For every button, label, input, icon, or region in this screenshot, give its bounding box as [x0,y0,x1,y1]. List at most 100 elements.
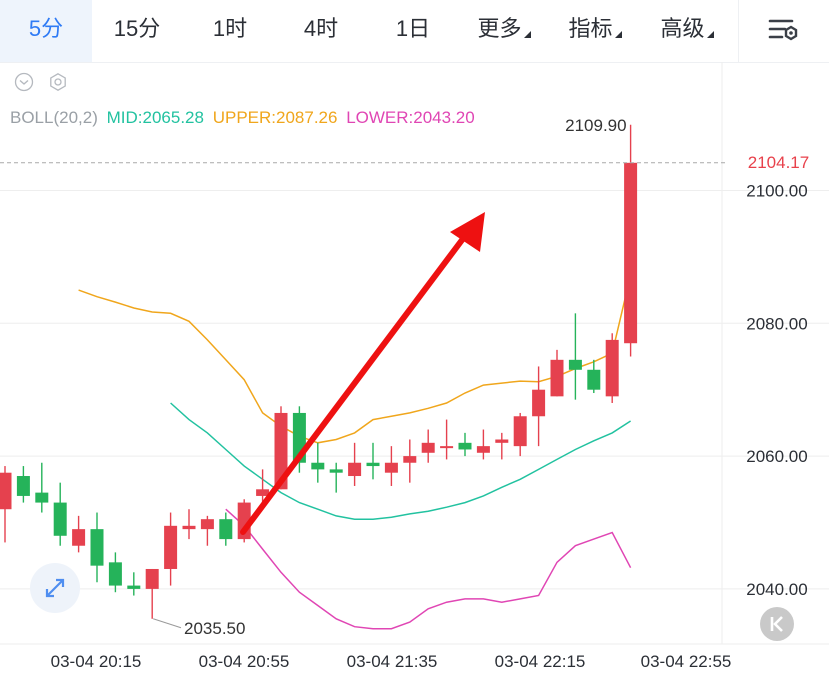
bullish-candle [532,366,546,447]
tab-label: 15分 [113,16,161,41]
trend-arrow [240,212,485,535]
tab-more[interactable]: 更多 [462,0,546,62]
tab-label: 5分 [28,16,64,41]
bullish-candle [348,442,362,486]
candle-body [495,439,509,443]
price-axis: 2100.00 2080.00 2060.00 2040.00 [746,182,807,599]
k-double-chevron-icon [770,616,783,632]
candle-body [108,562,122,586]
candle-body [274,412,288,490]
candle-body [53,502,67,536]
x-tick-label: 03-04 20:15 [51,652,142,671]
low-price-leader [153,618,182,629]
chart-grid [0,62,829,645]
candle-body [568,359,582,370]
bullish-candle [0,466,12,543]
arrow-head [450,212,485,252]
candle-body [550,359,564,397]
x-tick-label: 03-04 20:55 [199,652,290,671]
high-price-label: 2109.90 [565,116,626,135]
chart-settings-button[interactable] [738,0,829,62]
arrow-shaft [240,237,465,535]
bullish-candle [605,333,619,403]
current-price-tag: 2104.17 [728,150,829,176]
candle-body [182,525,196,530]
boll-legend: BOLL(20,2) MID:2065.28 UPPER:2087.26 LOW… [10,108,479,128]
bullish-candle [72,515,86,553]
tab-label: 更多 [477,16,522,41]
tab-label: 指标 [568,16,613,41]
candle-body [145,568,159,589]
bearish-candle [587,359,601,394]
candle-body [476,446,490,453]
collapse-indicator-button[interactable] [14,72,34,92]
y-tick-label: 2040.00 [746,580,807,599]
bearish-candle [458,432,472,457]
candle-body [72,529,86,546]
candle-body [532,389,546,417]
bullish-candle [550,349,564,397]
boll-mid: MID:2065.28 [106,108,204,127]
boll-lower: LOWER:2043.20 [346,108,475,127]
candle-body [403,456,417,463]
tab-1day[interactable]: 1日 [364,0,462,62]
low-price-label: 2035.50 [184,619,245,638]
candlestick-chart: 2100.00 2080.00 2060.00 2040.00 03-04 20:15… [0,62,829,671]
candle-body [421,442,435,453]
candle-body [0,472,12,510]
bearish-candle [53,482,67,546]
bullish-candle [164,512,178,586]
bullish-candle [440,419,454,460]
bearish-candle [90,512,104,583]
dropdown-caret-icon [523,31,531,38]
fullscreen-button[interactable] [30,563,80,613]
boll-mid-line [170,402,632,520]
time-axis: 03-04 20:15 03-04 20:55 03-04 21:35 03-04 2… [51,652,732,671]
candle-body [384,462,398,473]
boll-upper: UPPER:2087.26 [212,108,338,127]
tab-15min[interactable]: 15分 [92,0,182,62]
expand-icon [45,578,65,598]
candle-body [513,416,527,447]
bullish-candle [624,124,638,357]
candle-body [164,525,178,569]
candle-body [605,339,619,397]
bullish-candle [384,446,398,486]
bearish-candle [311,442,325,483]
bearish-candle [127,572,141,596]
boll-name: BOLL(20,2) [10,108,98,127]
chevron-down-circle-icon [14,72,34,92]
bullish-candle [182,509,196,540]
y-tick-label: 2080.00 [746,314,807,333]
tab-5min[interactable]: 5分 [0,0,92,62]
tab-4hour[interactable]: 4时 [278,0,364,62]
hexagon-settings-icon [50,73,66,91]
candle-body [127,585,141,589]
candle-body [348,462,362,477]
tab-1hour[interactable]: 1时 [182,0,278,62]
bullish-candle [495,432,509,460]
candle-body [366,462,380,467]
boll-lower-line [225,508,632,630]
dropdown-caret-icon [706,31,714,38]
indicator-settings-button[interactable] [48,72,68,92]
bullish-candle [403,439,417,483]
candle-body [256,489,270,496]
candle-body [458,442,472,450]
x-tick-label: 03-04 22:55 [641,652,732,671]
y-tick-label: 2100.00 [746,182,807,201]
candle-body [311,462,325,470]
bullish-candle [256,469,270,506]
candle-body [440,446,454,449]
bullish-candle [421,429,435,463]
bearish-candle [16,466,30,503]
tab-label: 1日 [395,16,431,41]
scroll-to-latest-button[interactable] [760,607,794,641]
bearish-candle [219,512,233,546]
tab-advanced[interactable]: 高级 [644,0,730,62]
timeframe-tabbar: 5分 15分 1时 4时 1日 更多 指标 高级 [0,0,829,63]
x-tick-label: 03-04 21:35 [347,652,438,671]
tab-indicators[interactable]: 指标 [552,0,638,62]
bearish-candle [35,462,49,513]
x-tick-label: 03-04 22:15 [495,652,586,671]
